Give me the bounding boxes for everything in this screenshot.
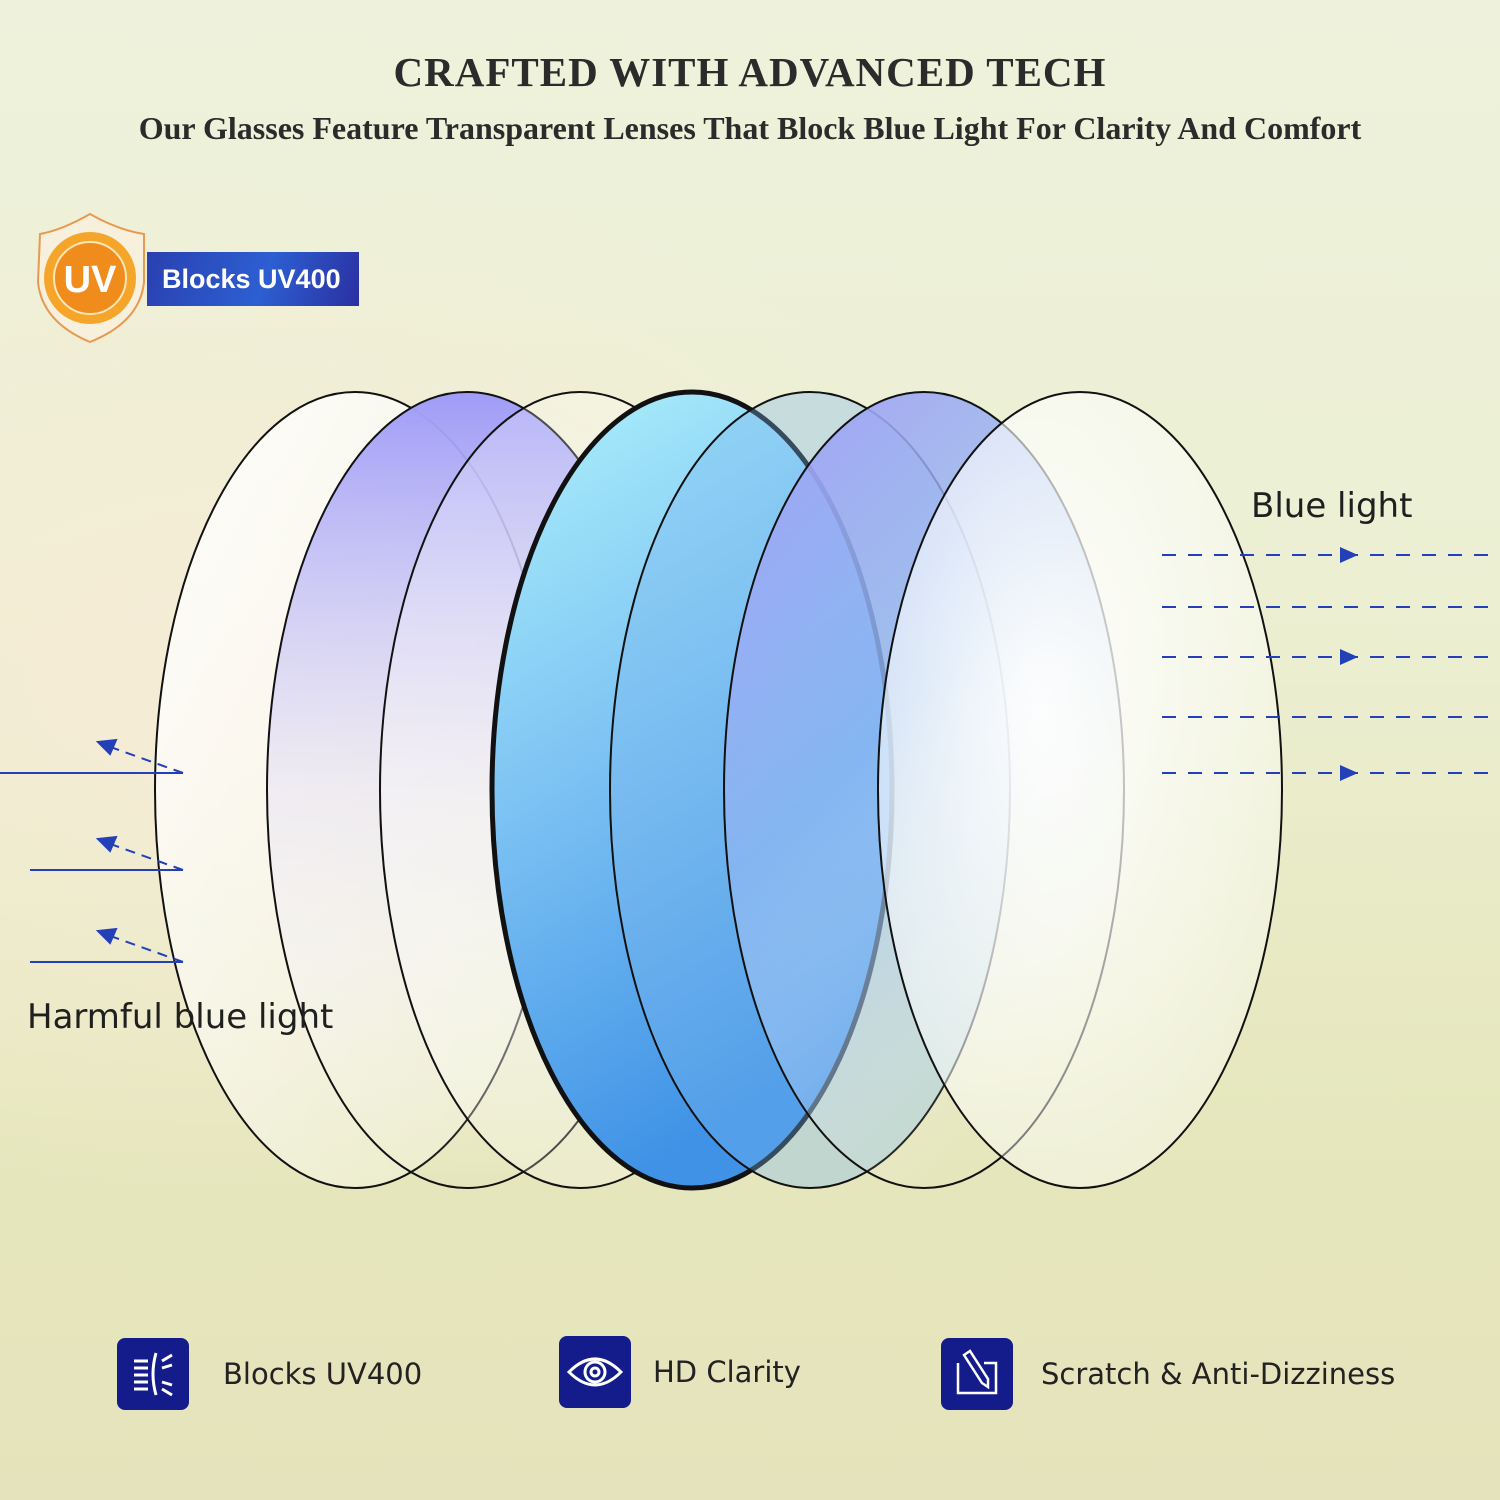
pen-icon	[941, 1338, 1013, 1410]
page-title: CRAFTED WITH ADVANCED TECH	[393, 49, 1107, 95]
eye-icon	[559, 1336, 631, 1408]
lens-layer-7	[877, 391, 1283, 1189]
page-subtitle: Our Glasses Feature Transparent Lenses T…	[138, 110, 1362, 146]
feature-hd-clarity: HD Clarity	[559, 1336, 801, 1408]
blue-light-label: Blue light	[1251, 486, 1413, 526]
feature-blocks-uv400: Blocks UV400	[117, 1338, 422, 1410]
feature-label: Scratch & Anti-Dizziness	[1041, 1357, 1396, 1391]
uv-icon-text: UV	[64, 259, 117, 301]
uv-badge-label: Blocks UV400	[147, 252, 359, 306]
feature-label: Blocks UV400	[223, 1357, 423, 1391]
feature-label: HD Clarity	[653, 1355, 801, 1389]
blue-light-arrows	[1162, 547, 1500, 781]
light-block-icon	[117, 1338, 189, 1410]
uv-shield-icon: UV	[36, 212, 145, 344]
harmful-blue-light-label: Harmful blue light	[27, 997, 334, 1037]
harmful-light-arrows	[0, 738, 184, 963]
feature-scratch-anti-dizziness: Scratch & Anti-Dizziness	[941, 1338, 1395, 1410]
